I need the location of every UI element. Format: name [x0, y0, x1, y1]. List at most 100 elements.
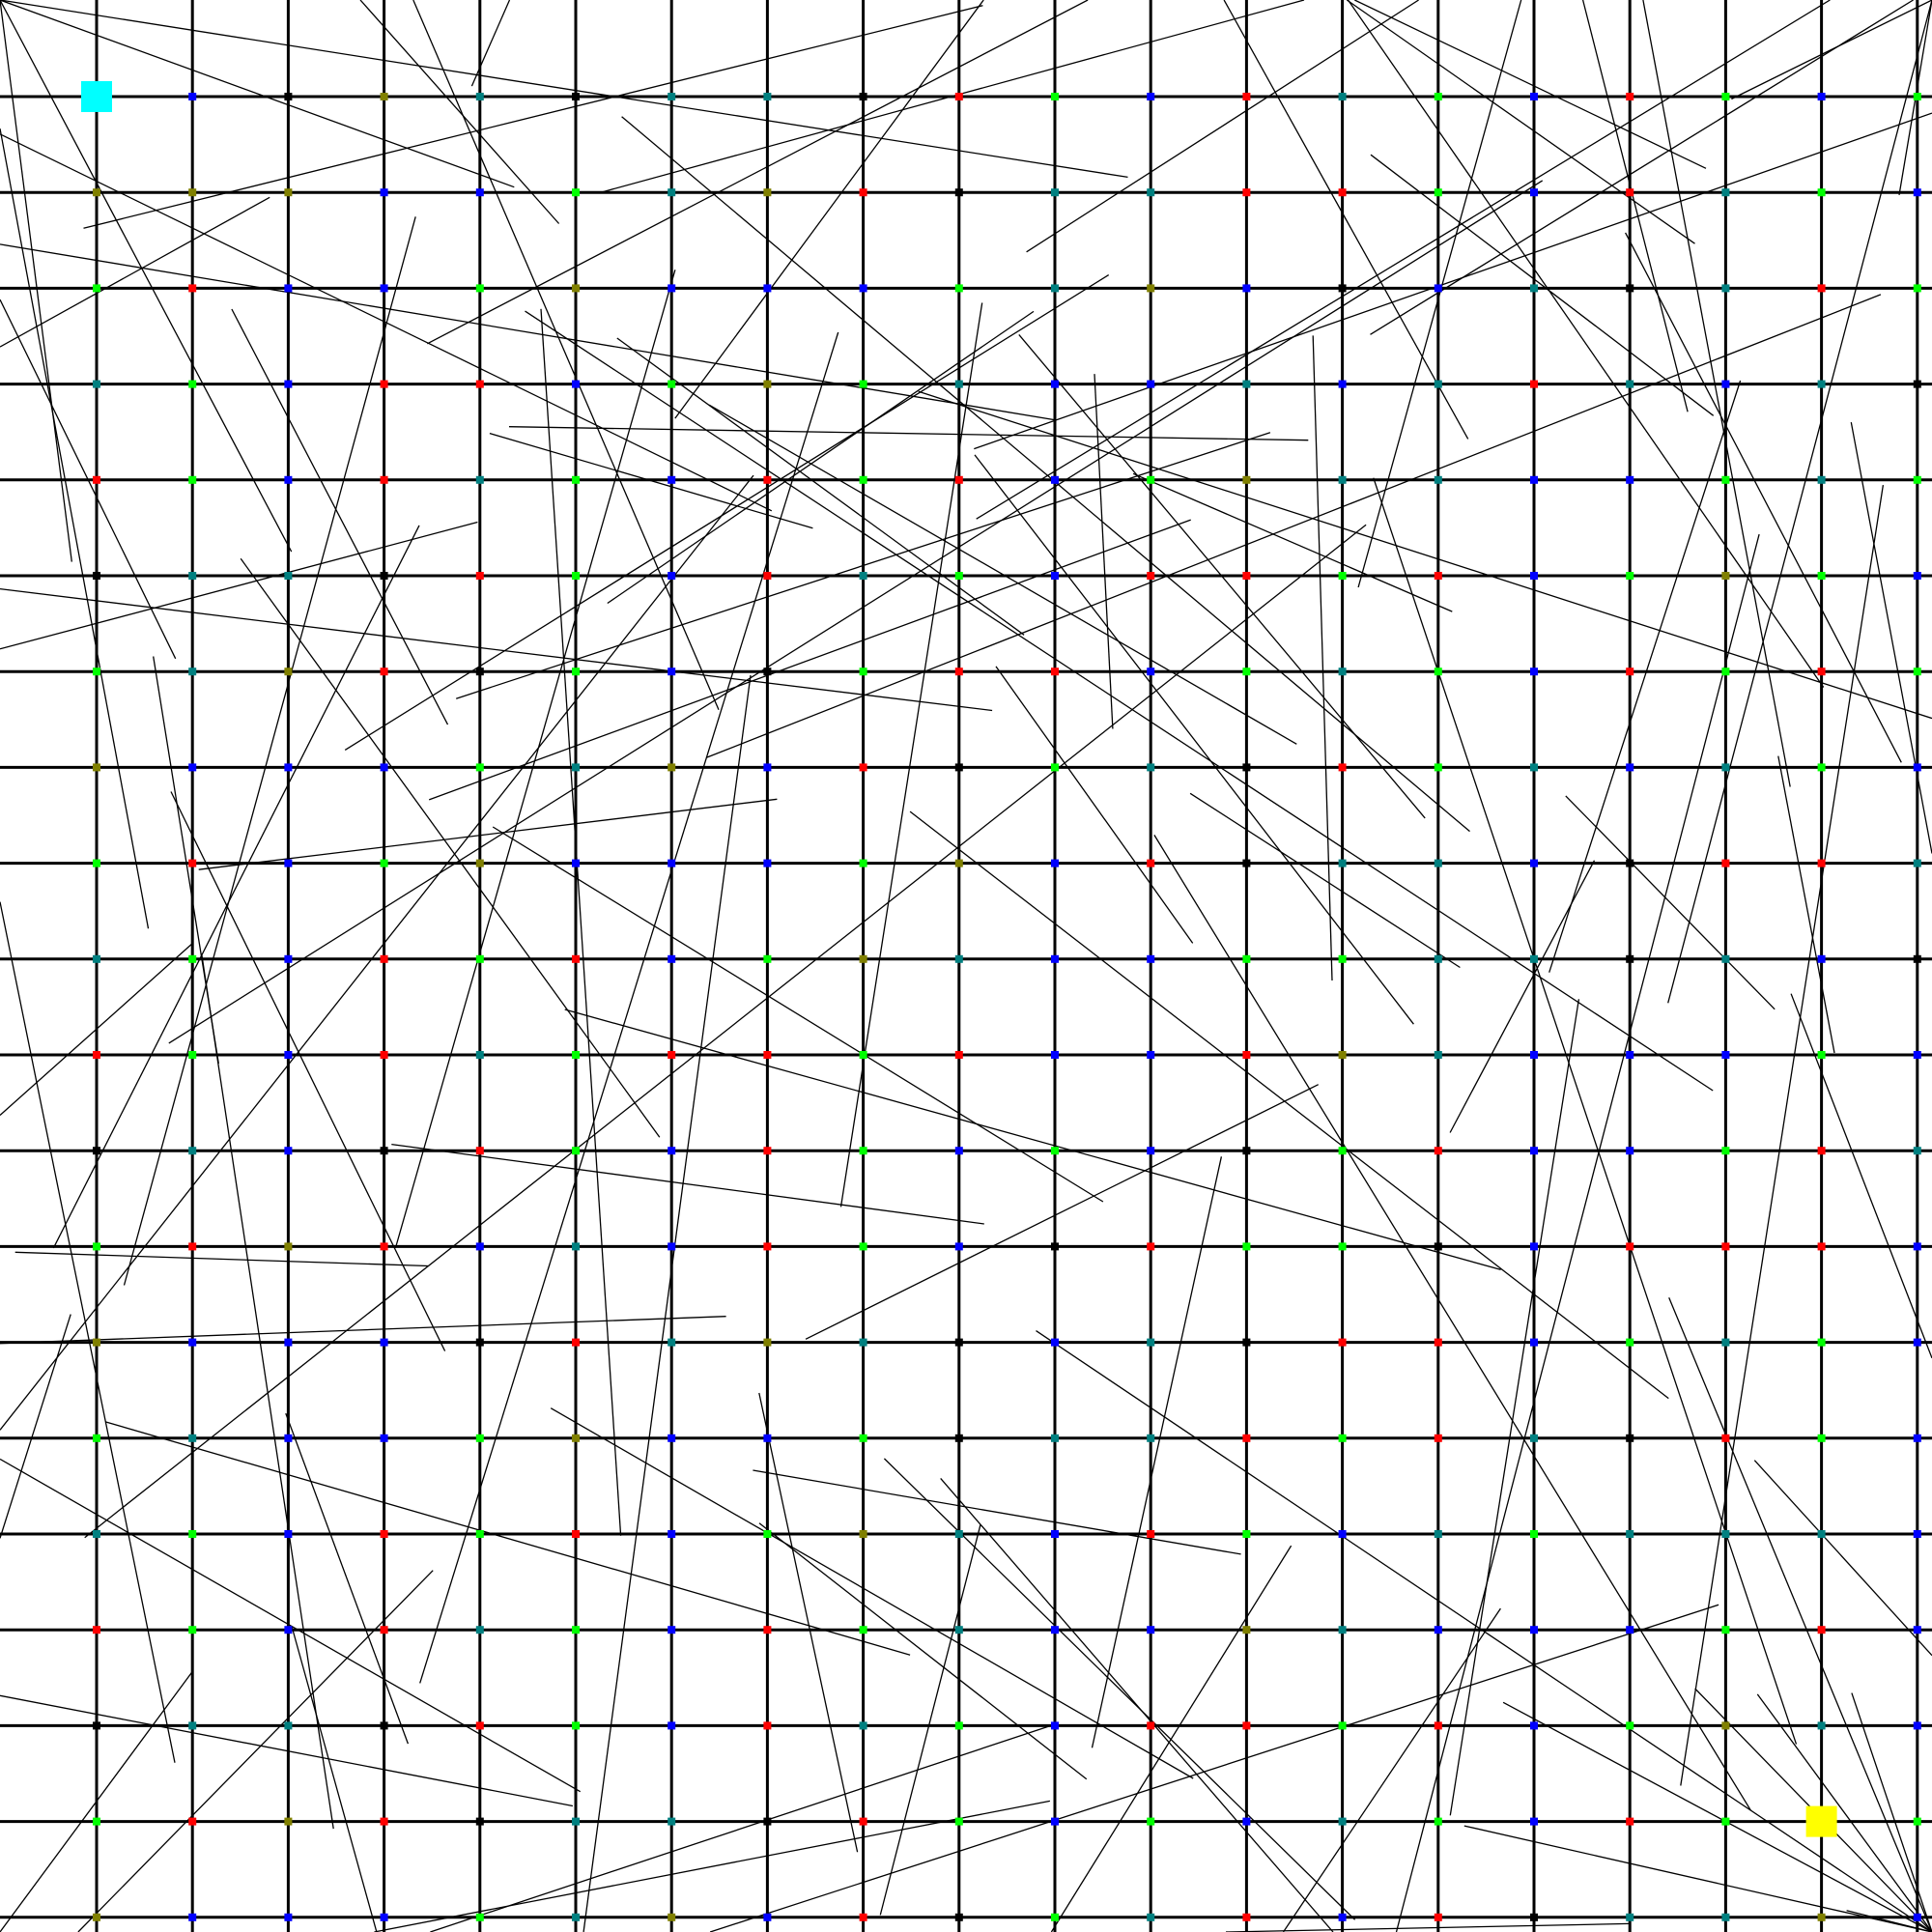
- grid-node: [954, 954, 963, 963]
- grid-node: [284, 284, 293, 293]
- grid-node: [763, 954, 772, 963]
- grid-node: [1434, 763, 1442, 772]
- grid-node: [1434, 475, 1442, 484]
- grid-node: [1721, 284, 1730, 293]
- clutter-line: [1282, 1607, 1501, 1932]
- grid-node: [1051, 284, 1059, 293]
- grid-node: [1530, 284, 1538, 293]
- clutter-line: [974, 454, 1414, 1025]
- grid-node: [1147, 1051, 1155, 1059]
- grid-node: [954, 1242, 963, 1251]
- grid-node: [475, 1147, 484, 1155]
- grid-node: [475, 1530, 484, 1538]
- grid-node: [1626, 1434, 1634, 1442]
- grid-node: [1147, 572, 1155, 580]
- grid-node: [93, 954, 100, 963]
- clutter-line: [1223, 0, 1469, 440]
- grid-node: [1434, 1721, 1442, 1730]
- grid-node: [668, 954, 676, 963]
- grid-node: [1051, 1626, 1059, 1634]
- grid-node: [1051, 1051, 1059, 1059]
- grid-node: [668, 572, 676, 580]
- grid-node: [1242, 93, 1251, 100]
- grid-node: [572, 380, 580, 388]
- grid-node: [188, 1913, 197, 1921]
- clutter-line: [758, 1392, 859, 1853]
- grid-node: [954, 284, 963, 293]
- grid-node: [859, 284, 867, 293]
- clutter-line: [391, 1143, 984, 1225]
- clutter-line: [974, 112, 1932, 450]
- grid-node: [284, 188, 293, 197]
- grid-node: [1147, 954, 1155, 963]
- grid-node: [1434, 1913, 1442, 1921]
- grid-node: [475, 284, 484, 293]
- grid-node: [572, 1721, 580, 1730]
- grid-node: [954, 380, 963, 388]
- grid-node: [1242, 668, 1251, 676]
- clutter-line: [394, 270, 676, 1249]
- grid-node: [1434, 668, 1442, 676]
- grid-node: [284, 1721, 293, 1730]
- grid-node: [188, 475, 197, 484]
- grid-node: [1338, 1626, 1347, 1634]
- grid-node: [380, 763, 388, 772]
- grid-node: [1913, 859, 1921, 867]
- grid-node: [1434, 1051, 1442, 1059]
- grid-node: [572, 284, 580, 293]
- grid-node: [859, 93, 867, 100]
- grid-node: [763, 1242, 772, 1251]
- grid-node: [475, 1626, 484, 1634]
- grid-node: [954, 763, 963, 772]
- grid-node: [380, 1913, 388, 1921]
- grid-node: [954, 1721, 963, 1730]
- grid-node: [763, 1147, 772, 1155]
- grid-node: [1530, 859, 1538, 867]
- grid-node: [1626, 1338, 1634, 1347]
- clutter-line: [1153, 835, 1752, 1811]
- clutter-line: [1777, 755, 1835, 1054]
- grid-node: [1530, 1338, 1538, 1347]
- grid-node: [1147, 668, 1155, 676]
- grid-node: [1817, 1626, 1826, 1634]
- grid-node: [1242, 763, 1251, 772]
- grid-node: [475, 1051, 484, 1059]
- grid-node: [1817, 1530, 1826, 1538]
- grid-node: [1721, 188, 1730, 197]
- grid-node: [1626, 1626, 1634, 1634]
- grid-node: [954, 1530, 963, 1538]
- grid-node: [1147, 763, 1155, 772]
- grid-node: [763, 859, 772, 867]
- grid-node: [1147, 1721, 1155, 1730]
- grid-node: [859, 1626, 867, 1634]
- grid-node: [1530, 1721, 1538, 1730]
- grid-node: [859, 188, 867, 197]
- grid-node: [188, 1242, 197, 1251]
- clutter-line: [0, 521, 478, 650]
- grid-node: [1338, 1338, 1347, 1347]
- grid-node: [1913, 188, 1921, 197]
- grid-node: [1817, 1434, 1826, 1442]
- clutter-line: [564, 1009, 1501, 1271]
- clutter-line: [1091, 1156, 1223, 1748]
- clutter-line: [1449, 860, 1596, 1133]
- grid-node: [1051, 572, 1059, 580]
- clutter-line: [201, 953, 334, 1830]
- grid-node: [475, 1242, 484, 1251]
- grid-node: [93, 1721, 100, 1730]
- grid-node: [380, 380, 388, 388]
- grid-node: [1242, 1817, 1251, 1826]
- grid-node: [1721, 1051, 1730, 1059]
- grid-node: [1817, 1051, 1826, 1059]
- clutter-line: [540, 308, 622, 1536]
- clutter-line: [1449, 999, 1580, 1816]
- grid-node: [284, 1913, 293, 1921]
- grid-node: [1721, 954, 1730, 963]
- clutter-line: [0, 133, 773, 512]
- grid-node: [475, 475, 484, 484]
- grid-node: [763, 668, 772, 676]
- grid-node: [954, 1913, 963, 1921]
- grid-node: [1051, 668, 1059, 676]
- grid-node: [763, 1817, 772, 1826]
- grid-node: [859, 572, 867, 580]
